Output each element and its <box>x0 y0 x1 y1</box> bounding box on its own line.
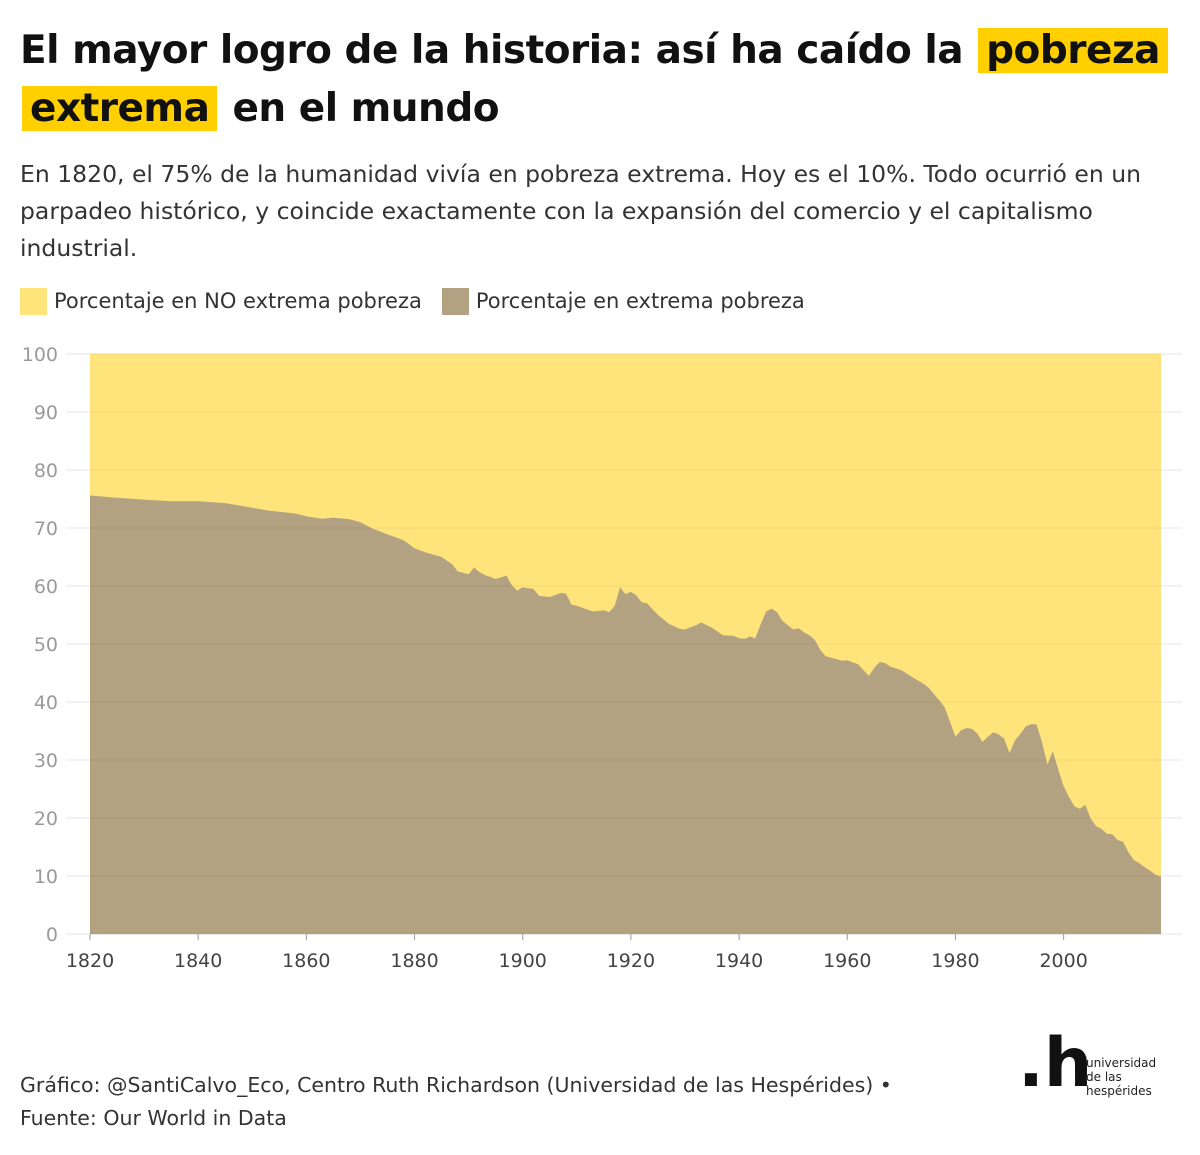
y-tick-label-80: 80 <box>34 460 58 482</box>
chart-title: El mayor logro de la historia: así ha ca… <box>20 22 1180 138</box>
chart-subtitle: En 1820, el 75% de la humanidad vivía en… <box>20 160 1141 262</box>
x-tick-label-2000: 2000 <box>1039 950 1087 972</box>
y-tick-label-40: 40 <box>34 692 58 714</box>
legend: Porcentaje en NO extrema pobreza Porcent… <box>20 286 825 316</box>
footer-credit: Gráfico: @SantiCalvo_Eco, Centro Ruth Ri… <box>20 1073 892 1097</box>
y-tick-label-100: 100 <box>22 344 58 366</box>
title-part-1: El mayor logro de la historia: así ha ca… <box>20 28 964 73</box>
x-tick-label-1860: 1860 <box>282 950 330 972</box>
y-tick-label-50: 50 <box>34 634 58 656</box>
logo-line-2: de las <box>1086 1070 1122 1084</box>
y-tick-label-0: 0 <box>46 924 58 946</box>
y-tick-label-70: 70 <box>34 518 58 540</box>
x-tick-label-1940: 1940 <box>715 950 763 972</box>
x-tick-label-1880: 1880 <box>390 950 438 972</box>
title-part-2: en el mundo <box>232 86 500 131</box>
y-tick-label-30: 30 <box>34 750 58 772</box>
y-axis-ticks: 0 10 20 30 40 50 60 70 80 90 100 <box>22 344 58 946</box>
y-tick-label-60: 60 <box>34 576 58 598</box>
legend-swatch-poverty <box>441 287 469 315</box>
area-layer <box>90 353 1161 935</box>
area-poverty <box>90 495 1161 934</box>
legend-item-poverty: Porcentaje en extrema pobreza <box>441 287 805 315</box>
logo-line-1: universidad <box>1086 1056 1157 1070</box>
x-tick-label-1840: 1840 <box>174 950 222 972</box>
footer: Gráfico: @SantiCalvo_Eco, Centro Ruth Ri… <box>20 1069 892 1135</box>
x-tick-label-1820: 1820 <box>66 950 114 972</box>
footer-source: Fuente: Our World in Data <box>20 1106 287 1130</box>
y-tick-label-10: 10 <box>34 866 58 888</box>
legend-swatch-no-poverty <box>20 287 47 315</box>
x-tick-label-1960: 1960 <box>823 950 871 972</box>
x-tick-label-1920: 1920 <box>607 950 655 972</box>
legend-label-no-poverty: Porcentaje en NO extrema pobreza <box>54 289 422 313</box>
legend-item-no-poverty: Porcentaje en NO extrema pobreza <box>20 287 422 315</box>
logo-mark: .h <box>1018 1024 1093 1103</box>
x-tick-label-1980: 1980 <box>931 950 979 972</box>
logo-text: universidad de las hespérides <box>1086 1056 1156 1098</box>
y-tick-label-90: 90 <box>34 402 58 424</box>
title-highlight-1: pobreza <box>978 28 1168 73</box>
y-tick-label-20: 20 <box>34 808 58 830</box>
university-logo: .h universidad de las hespérides <box>1018 1030 1178 1100</box>
x-tick-label-1900: 1900 <box>499 950 547 972</box>
logo-line-3: hespérides <box>1086 1084 1152 1098</box>
title-highlight-2: extrema <box>22 86 218 131</box>
x-axis-ticks: 1820 1840 1860 1880 1900 1920 1940 1960 1980 2000 <box>66 934 1088 972</box>
legend-label-poverty: Porcentaje en extrema pobreza <box>475 289 805 313</box>
